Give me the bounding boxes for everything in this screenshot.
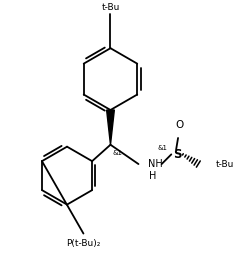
Text: NH: NH	[148, 159, 163, 169]
Text: &1: &1	[157, 145, 168, 151]
Text: H: H	[149, 171, 156, 181]
Text: t-Bu: t-Bu	[101, 3, 120, 12]
Text: P(t-Bu)₂: P(t-Bu)₂	[66, 239, 101, 248]
Text: t-Bu: t-Bu	[216, 160, 234, 168]
Text: S: S	[173, 148, 181, 161]
Text: O: O	[175, 120, 183, 130]
Polygon shape	[107, 110, 114, 145]
Text: &1: &1	[112, 150, 122, 155]
